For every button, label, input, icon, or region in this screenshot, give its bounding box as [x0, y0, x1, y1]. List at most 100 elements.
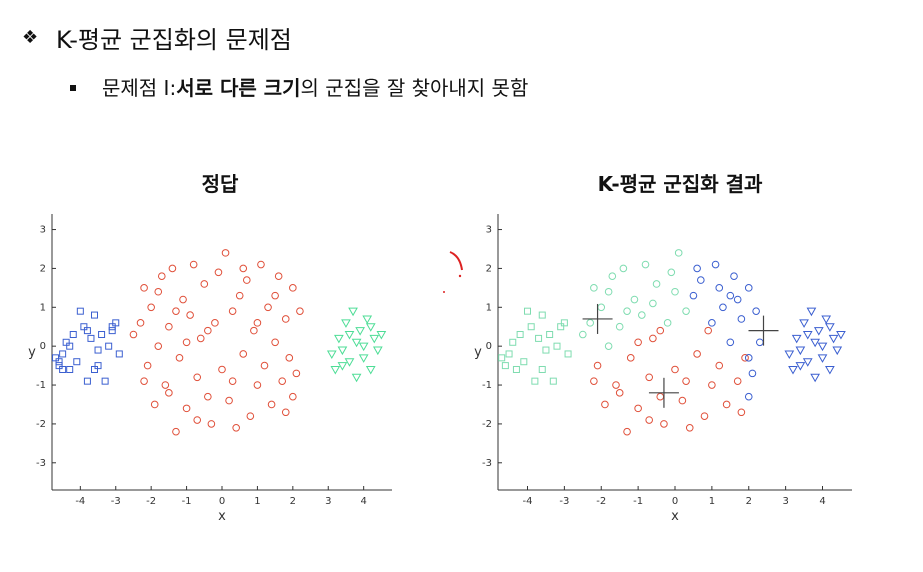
data-point-circle	[590, 284, 598, 292]
x-tick-label: 1	[709, 496, 715, 507]
data-point-square	[531, 377, 539, 385]
data-point-circle	[715, 361, 724, 370]
data-point-circle	[267, 400, 276, 409]
data-point-circle	[253, 381, 262, 389]
bullet-level2: 문제점 I: 서로 다른 크기 의 군집을 잘 찾아내지 못함	[70, 72, 528, 101]
data-point-circle	[604, 342, 613, 350]
data-point-circle	[182, 404, 191, 413]
data-point-circle	[697, 276, 705, 284]
data-point-circle	[656, 392, 665, 401]
data-point-circle	[630, 295, 639, 304]
data-point-circle	[645, 416, 653, 424]
data-point-circle	[737, 315, 746, 323]
data-point-circle	[182, 338, 191, 347]
data-point-square	[538, 311, 546, 319]
y-tick-label: 1	[486, 302, 492, 313]
data-point-square	[112, 319, 120, 327]
data-point-triangle	[784, 350, 795, 359]
data-point-triangle	[828, 334, 839, 344]
data-point-square	[549, 377, 557, 385]
data-point-circle	[165, 389, 173, 397]
data-point-circle	[228, 307, 237, 315]
x-tick-label: -3	[111, 496, 121, 507]
data-point-triangle	[330, 365, 341, 375]
data-point-square	[87, 334, 95, 342]
data-point-circle	[292, 369, 301, 378]
data-point-triangle	[362, 315, 373, 324]
data-point-square	[91, 365, 98, 373]
data-point-square	[542, 346, 550, 354]
data-point-circle	[136, 319, 145, 327]
data-point-square	[105, 342, 113, 350]
data-point-triangle	[337, 362, 348, 371]
data-point-square	[520, 358, 528, 366]
data-point-circle	[619, 264, 628, 273]
y-axis-label: y	[474, 345, 482, 360]
x-axis-label: x	[218, 509, 226, 524]
data-point-square	[535, 334, 543, 342]
data-point-square	[546, 331, 554, 339]
data-point-triangle	[341, 319, 351, 328]
annotation-dot	[458, 274, 462, 278]
x-axis-label: x	[671, 509, 679, 524]
data-point-triangle	[788, 365, 798, 375]
data-point-triangle	[825, 365, 835, 375]
data-point-square	[62, 338, 70, 346]
data-point-square	[512, 365, 520, 373]
y-tick-label: 3	[40, 225, 46, 236]
data-point-circle	[161, 381, 170, 389]
data-point-circle	[253, 319, 262, 327]
data-point-circle	[154, 342, 163, 350]
data-point-circle	[200, 280, 209, 288]
data-point-circle	[671, 365, 679, 374]
data-point-circle	[285, 354, 294, 362]
data-point-circle	[612, 381, 620, 389]
x-tick-label: 2	[290, 496, 296, 507]
data-point-square	[73, 358, 81, 366]
data-point-circle	[649, 334, 657, 343]
data-point-circle	[682, 307, 690, 315]
data-point-circle	[196, 334, 205, 343]
data-point-circle	[708, 319, 716, 327]
y-tick-label: 3	[486, 225, 492, 236]
data-point-triangle	[832, 346, 843, 356]
data-point-triangle	[813, 327, 824, 336]
data-point-circle	[744, 392, 753, 401]
data-point-square	[69, 331, 77, 339]
data-point-square	[553, 342, 561, 350]
data-point-circle	[733, 295, 742, 304]
data-point-circle	[597, 303, 606, 312]
data-point-circle	[590, 377, 598, 385]
data-point-circle	[193, 416, 202, 424]
x-tick-label: 4	[819, 496, 825, 507]
data-point-triangle	[825, 323, 835, 332]
data-point-triangle	[348, 307, 358, 317]
data-point-circle	[601, 400, 609, 409]
data-point-circle	[634, 338, 642, 347]
data-point-circle	[175, 354, 184, 362]
y-tick-label: -1	[36, 380, 46, 391]
data-point-triangle	[799, 319, 809, 328]
data-point-circle	[641, 260, 650, 269]
data-point-circle	[239, 264, 248, 273]
data-point-square	[83, 327, 91, 335]
data-point-circle	[214, 268, 223, 277]
data-point-triangle	[326, 350, 337, 359]
diamond-bullet-icon: ❖	[22, 27, 39, 48]
data-point-circle	[232, 424, 240, 432]
y-tick-label: 2	[40, 263, 46, 274]
y-tick-label: -1	[482, 380, 492, 391]
data-point-circle	[172, 307, 180, 315]
x-tick-label: 1	[254, 496, 260, 507]
data-point-circle	[623, 307, 631, 315]
data-point-circle	[741, 354, 749, 362]
data-point-circle	[704, 326, 712, 335]
data-point-circle	[147, 303, 155, 312]
data-point-triangle	[817, 342, 828, 352]
data-point-circle	[674, 249, 683, 257]
y-tick-label: -2	[36, 419, 46, 430]
data-point-square	[66, 342, 74, 350]
data-point-circle	[207, 420, 216, 428]
data-point-circle	[218, 365, 226, 374]
data-point-square	[83, 377, 91, 385]
